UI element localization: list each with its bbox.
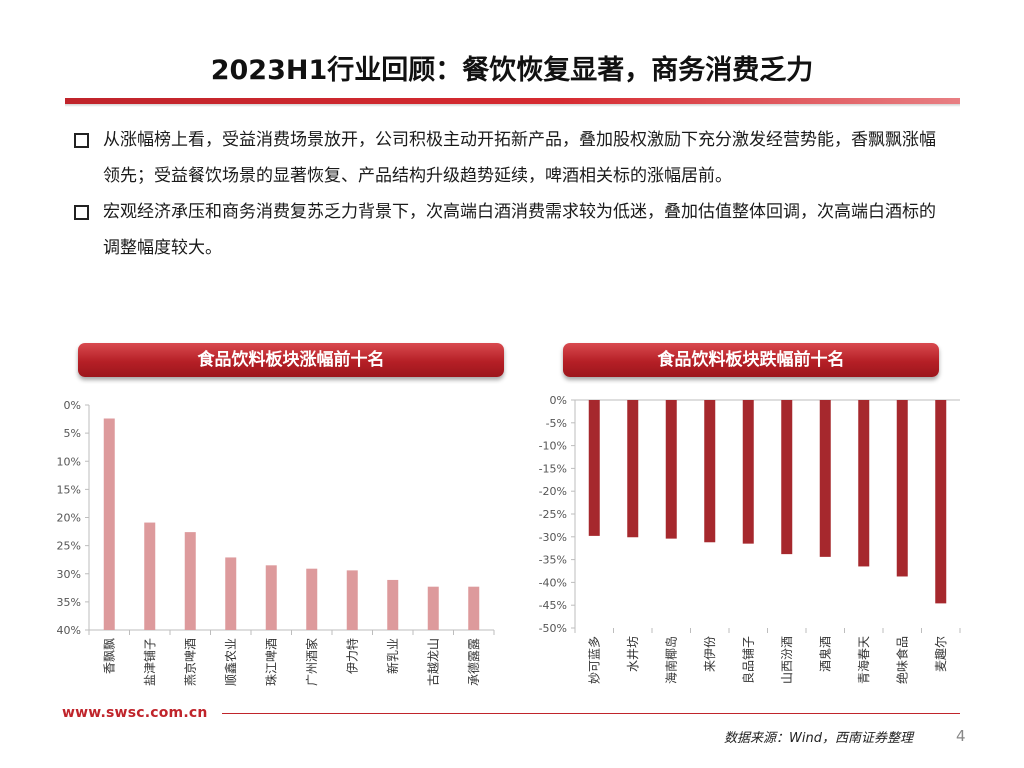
bullet-square-icon <box>74 205 89 220</box>
category-label: 山西汾酒 <box>780 636 794 684</box>
bar <box>387 579 399 630</box>
category-label: 水井坊 <box>625 636 640 672</box>
slide-title: 2023H1行业回顾：餐饮恢复显著，商务消费乏力 <box>210 55 814 86</box>
y-tick-label: 40% <box>57 624 81 637</box>
data-source-note: 数据来源：Wind，西南证券整理 <box>724 731 913 746</box>
y-tick-label: -50% <box>539 622 567 635</box>
bullet-text: 宏观经济承压和商务消费复苏乏力背景下，次高端白酒消费需求较为低迷，叠加估值整体回… <box>103 202 936 258</box>
y-tick-label: 35% <box>57 596 81 609</box>
y-tick-label: -10% <box>539 440 567 453</box>
y-tick-label: 15% <box>57 483 81 496</box>
category-label: 良品铺子 <box>740 636 755 684</box>
bullet-list: 从涨幅榜上看，受益消费场景放开，公司积极主动开拓新产品，叠加股权激励下充分激发经… <box>70 122 950 266</box>
category-label: 海南椰岛 <box>663 636 678 684</box>
losers-bar-chart: 0% -5% -10% -15% -20% -25% -30% -35% -40% -45% -50… <box>505 384 975 704</box>
category-label: 盐津铺子 <box>143 638 157 686</box>
bar <box>935 400 947 604</box>
bullet-item: 从涨幅榜上看，受益消费场景放开，公司积极主动开拓新产品，叠加股权激励下充分激发经… <box>70 122 950 194</box>
y-tick-label: -20% <box>539 485 567 498</box>
category-label: 妙可蓝多 <box>587 636 601 684</box>
y-tick-label: -40% <box>539 576 567 589</box>
category-label: 绝味食品 <box>894 636 909 684</box>
category-label: 古越龙山 <box>425 638 440 686</box>
category-label: 珠江啤酒 <box>263 638 278 686</box>
y-tick-label: -45% <box>539 599 567 612</box>
bar <box>742 400 754 544</box>
bar <box>103 418 115 630</box>
bar <box>819 400 831 557</box>
bullet-item: 宏观经济承压和商务消费复苏乏力背景下，次高端白酒消费需求较为低迷，叠加估值整体回… <box>70 194 950 266</box>
bar <box>665 400 677 539</box>
bar <box>225 557 237 630</box>
bullet-square-icon <box>74 133 89 148</box>
category-label: 青海春天 <box>856 636 871 684</box>
category-label: 酒鬼酒 <box>817 636 832 672</box>
footer-divider <box>222 713 960 714</box>
bar <box>627 400 639 538</box>
y-tick-label: -25% <box>539 508 567 521</box>
bar <box>468 586 480 630</box>
category-label: 广州酒家 <box>304 638 319 686</box>
category-label: 承德露露 <box>466 638 481 686</box>
page-number: 4 <box>956 727 966 745</box>
bar <box>588 400 600 536</box>
bar <box>144 522 156 630</box>
chart-background <box>505 384 975 704</box>
bullet-text: 从涨幅榜上看，受益消费场景放开，公司积极主动开拓新产品，叠加股权激励下充分激发经… <box>103 130 936 186</box>
category-label: 顺鑫农业 <box>223 638 238 686</box>
y-tick-label: -15% <box>539 462 567 475</box>
bar <box>896 400 908 577</box>
y-tick-label: 0% <box>64 399 81 412</box>
chart-background <box>14 384 514 704</box>
bar <box>265 565 277 630</box>
bar <box>704 400 716 543</box>
y-tick-label: 30% <box>57 568 81 581</box>
category-label: 燕京啤酒 <box>182 638 197 686</box>
category-label: 麦趣尔 <box>933 636 948 672</box>
y-tick-label: -30% <box>539 531 567 544</box>
category-label: 伊力特 <box>344 638 359 674</box>
y-tick-label: 10% <box>57 455 81 468</box>
title-underline-shadow <box>65 104 960 107</box>
bar <box>427 586 439 630</box>
y-tick-label: -35% <box>539 554 567 567</box>
gainers-chart-title: 食品饮料板块涨幅前十名 <box>78 343 504 377</box>
bar <box>184 532 196 630</box>
footer-website[interactable]: www.swsc.com.cn <box>62 705 208 721</box>
bar <box>306 568 318 630</box>
bar <box>781 400 793 555</box>
y-tick-label: 0% <box>550 394 567 407</box>
title-underline <box>65 98 960 104</box>
y-tick-label: 20% <box>57 512 81 525</box>
category-label: 来伊份 <box>703 636 717 672</box>
bar <box>858 400 870 567</box>
category-label: 香飘飘 <box>102 638 116 674</box>
bar <box>346 570 358 630</box>
y-tick-label: 25% <box>57 540 81 553</box>
losers-chart-title: 食品饮料板块跌幅前十名 <box>563 343 939 377</box>
y-tick-label: 5% <box>64 427 81 440</box>
category-label: 新乳业 <box>385 638 400 674</box>
y-tick-label: -5% <box>546 417 567 430</box>
gainers-bar-chart: 0% 5% 10% 15% 20% 25% 30% 35% 40% 香飘飘 盐津铺子 燕京啤酒 顺鑫农业… <box>14 384 514 704</box>
